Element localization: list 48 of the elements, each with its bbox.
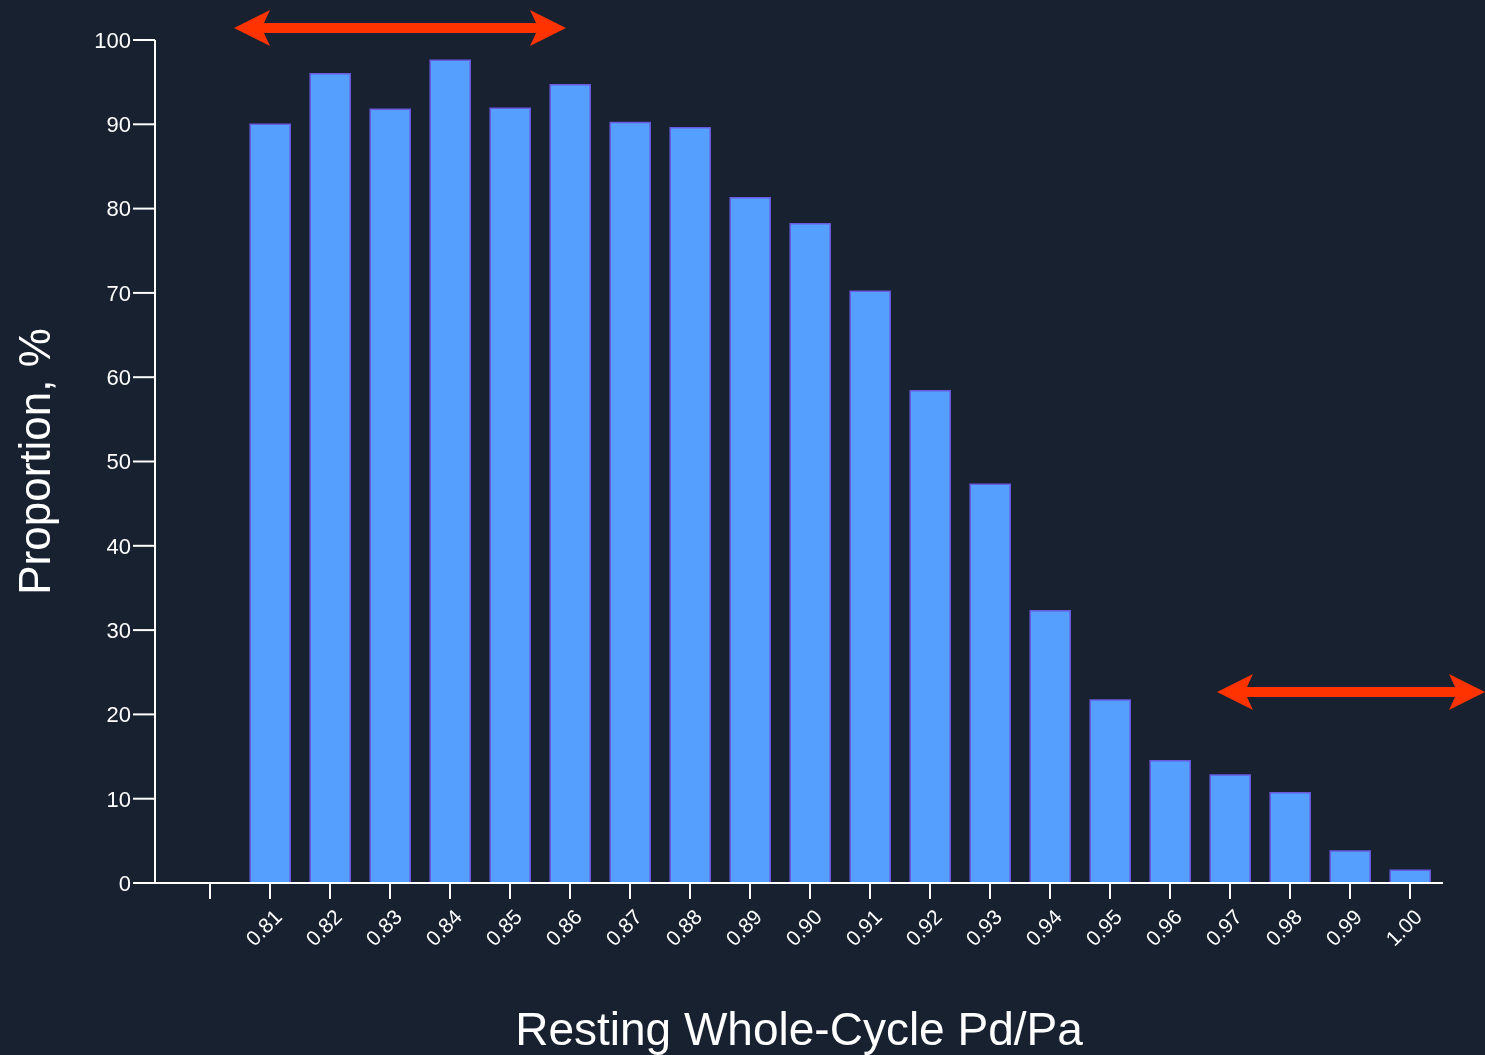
x-tick-label: 0.83 [360,904,407,951]
bar [1029,609,1071,883]
bar [669,126,711,883]
bar [1149,760,1191,883]
bar [1089,699,1131,883]
y-tick-label: 0 [118,870,131,896]
bar [909,389,951,883]
y-tick-label: 20 [106,702,131,728]
x-tick-label: 0.90 [780,904,827,951]
bar [849,290,891,883]
bar [249,123,291,883]
x-tick-label: 0.93 [960,904,1007,951]
bar [489,107,531,883]
x-tick-label: 0.84 [420,904,467,951]
x-tick-label: 0.91 [840,904,887,951]
bar [1389,869,1431,883]
x-tick-label: 0.92 [900,904,947,951]
x-tick-label: 0.88 [660,904,707,951]
bar [1329,850,1371,883]
bar [969,483,1011,883]
x-tick-label: 0.96 [1140,904,1187,951]
x-tick-label: 0.89 [720,904,767,951]
y-tick-label: 40 [106,533,131,559]
y-tick-label: 70 [106,280,131,306]
bar [309,72,351,883]
bar [789,223,831,883]
bar [1209,774,1251,883]
bar [429,59,471,883]
y-tick-label: 60 [106,365,131,391]
x-tick-label: 0.82 [300,904,347,951]
y-tick-label: 50 [106,449,131,475]
y-tick-label: 30 [106,617,131,643]
y-tick-label: 90 [106,112,131,138]
bar [729,196,771,883]
x-tick-label: 0.81 [240,904,287,951]
y-tick-label: 100 [94,27,131,53]
x-tick-label: 0.98 [1260,904,1307,951]
bar [609,121,651,883]
bar [369,108,411,883]
bar [549,83,591,883]
y-axis-title: Proportion, % [10,328,59,595]
x-tick-label: 0.86 [540,904,587,951]
y-tick-label: 80 [106,196,131,222]
x-axis-title: Resting Whole-Cycle Pd/Pa [515,1003,1084,1055]
x-tick-label: 0.94 [1020,904,1067,951]
x-tick-label: 0.99 [1320,904,1367,951]
bar [1269,792,1311,883]
y-tick-label: 10 [106,786,131,812]
